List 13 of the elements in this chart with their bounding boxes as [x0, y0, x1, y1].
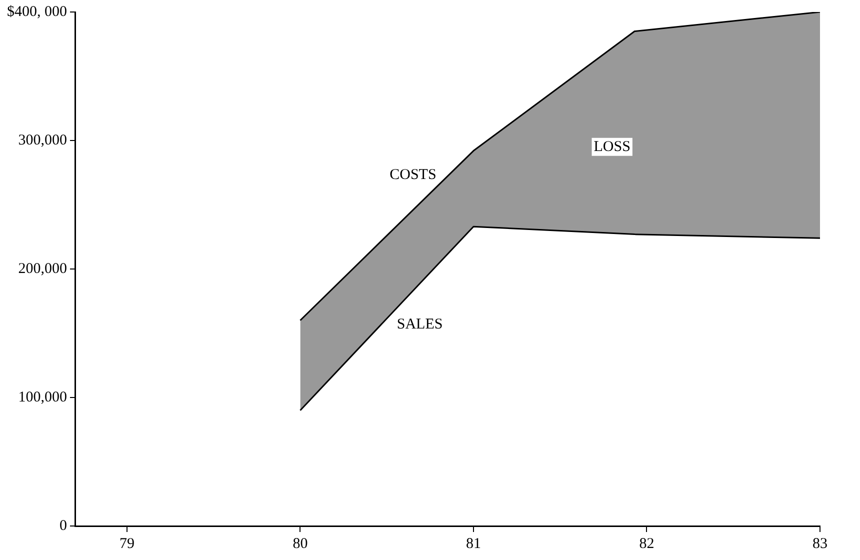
x-tick-label: 81	[466, 536, 481, 552]
y-tick-label: 100,000	[18, 389, 67, 406]
series-label: SALES	[396, 316, 443, 332]
series-label: COSTS	[390, 167, 436, 184]
y-tick-label: 200,000	[18, 260, 67, 277]
x-tick-label: 83	[812, 536, 828, 552]
y-tick-label: $400, 000	[7, 4, 67, 20]
x-tick-label: 82	[639, 536, 654, 552]
y-tick-label: 300,000	[18, 132, 67, 148]
annotation: LOSS	[594, 138, 630, 155]
y-tick-label: 0	[60, 518, 67, 534]
x-tick-label: 80	[292, 536, 308, 552]
x-tick-label: 79	[119, 536, 134, 552]
